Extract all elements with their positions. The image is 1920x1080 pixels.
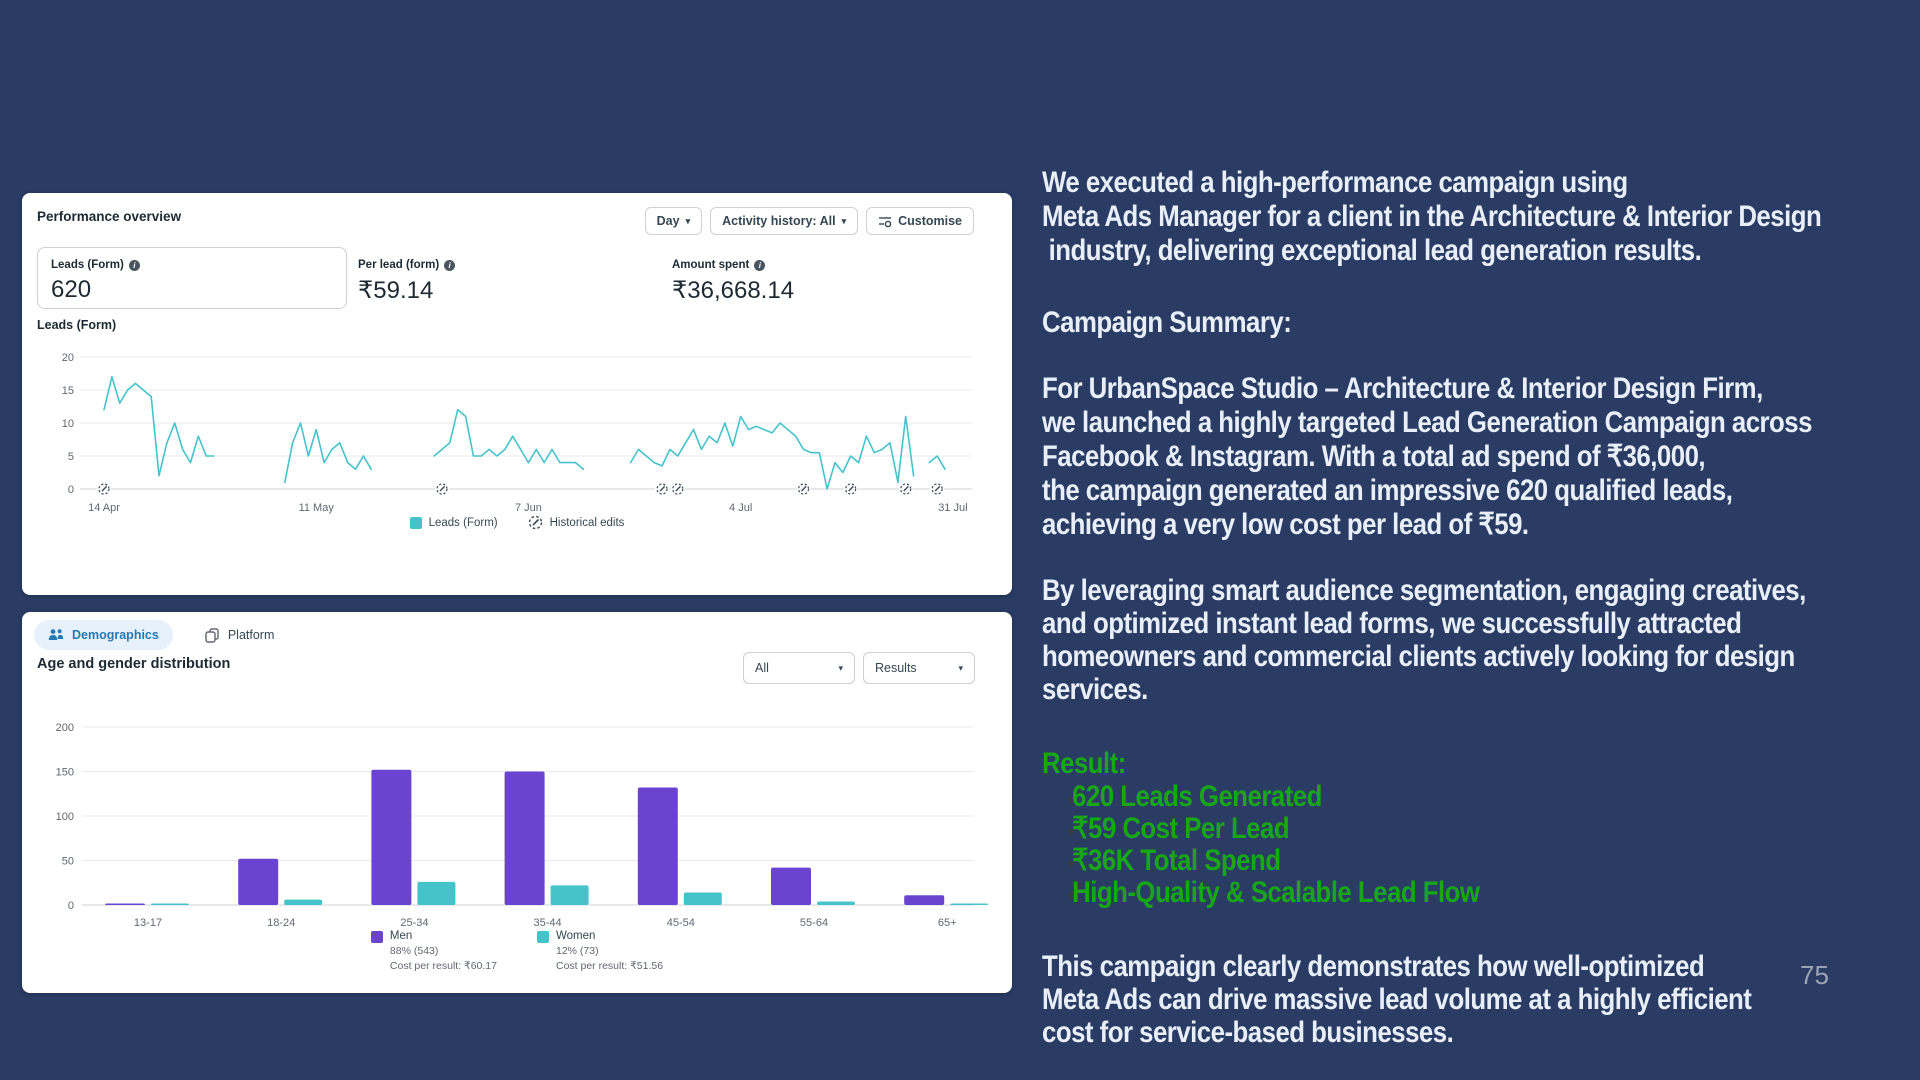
svg-text:4 Jul: 4 Jul: [729, 502, 752, 514]
svg-text:100: 100: [56, 811, 74, 823]
result-list: ✓ 620 Leads Generated ✓ ₹59 Cost Per Lead ✓ ₹…: [1042, 781, 1919, 909]
women-swatch: [537, 931, 549, 943]
metric-value: ₹36,668.14: [672, 277, 795, 304]
svg-text:0: 0: [68, 900, 74, 912]
svg-text:150: 150: [56, 767, 74, 779]
legend-leads-form: Leads (Form): [409, 516, 498, 529]
svg-text:31 Jul: 31 Jul: [938, 502, 967, 514]
result-item-label: ₹59 Cost Per Lead: [1072, 812, 1290, 845]
metric-card-leads[interactable]: Leads (Form) i 620: [37, 247, 347, 309]
panel-title: Performance overview: [37, 209, 182, 224]
svg-text:10: 10: [62, 418, 74, 430]
svg-text:50: 50: [62, 856, 74, 868]
legend-women: Women 12% (73) Cost per result: ₹51.56: [537, 930, 663, 972]
svg-text:5: 5: [68, 451, 74, 463]
svg-text:65+: 65+: [938, 917, 957, 929]
customise-button[interactable]: Customise: [866, 207, 974, 235]
chevron-down-icon: ▾: [685, 215, 691, 226]
day-dropdown-label: Day: [656, 214, 680, 228]
age-gender-bar-chart: 0 50 100 150 200 13-17 18-24 25-34 35-44 45-54 55-…: [56, 722, 989, 929]
metric-label: Per lead (form) i: [358, 259, 456, 271]
series-swatch: [409, 516, 422, 529]
closing-paragraph: This campaign clearly demonstrates how w…: [1042, 950, 1752, 1049]
result-item: ✓ ₹59 Cost Per Lead: [1042, 813, 1919, 845]
chevron-down-icon: ▾: [838, 662, 843, 673]
svg-text:18-24: 18-24: [267, 917, 295, 929]
svg-text:35-44: 35-44: [534, 917, 562, 929]
result-item-label: High-Quality & Scalable Lead Flow: [1072, 876, 1480, 909]
metric-value: 620: [51, 276, 92, 303]
metric-select[interactable]: Results ▾: [863, 652, 975, 684]
check-icon: ✓: [1064, 876, 1086, 909]
chart-heading: Age and gender distribution: [37, 656, 231, 672]
result-item: ✓ ₹36K Total Spend: [1042, 845, 1919, 877]
customise-label: Customise: [898, 214, 962, 228]
svg-text:11 May: 11 May: [299, 502, 335, 514]
result-item: ✓ 620 Leads Generated: [1042, 781, 1919, 813]
info-icon[interactable]: i: [754, 259, 766, 271]
activity-history-label: Activity history: All: [722, 214, 836, 228]
chevron-down-icon: ▾: [841, 215, 847, 226]
svg-text:13-17: 13-17: [134, 917, 162, 929]
summary-paragraph: For UrbanSpace Studio – Architecture & I…: [1042, 372, 1812, 541]
activity-history-dropdown[interactable]: Activity history: All ▾: [710, 207, 859, 235]
check-icon: ✓: [1064, 844, 1086, 877]
demographics-panel: Demographics Platform Age and gender dis…: [22, 612, 1012, 993]
narrative-column: We executed a high-performance campaign …: [1042, 0, 1919, 1080]
legend-historical-edits: Historical edits: [528, 515, 624, 530]
intro-paragraph: We executed a high-performance campaign …: [1042, 166, 1822, 267]
metric-label: Amount spent i: [672, 259, 794, 271]
chevron-down-icon: ▾: [958, 662, 963, 673]
check-icon: ✓: [1064, 780, 1086, 813]
men-swatch: [370, 931, 383, 943]
copy-icon: [205, 627, 219, 643]
tab-demographics[interactable]: Demographics: [34, 620, 173, 650]
svg-text:0: 0: [68, 484, 74, 496]
result-heading: Result:: [1042, 747, 1126, 780]
day-dropdown[interactable]: Day ▾: [644, 207, 703, 235]
leads-line-chart: 0 5 10 15 20 14 Apr 11 May 7 Jun 4 Jul 31 Jul: [62, 352, 972, 514]
info-icon[interactable]: i: [444, 259, 456, 271]
breakdown-tabs: Demographics Platform: [34, 620, 288, 650]
metric-card-per-lead[interactable]: Per lead (form) i ₹59.14: [358, 259, 456, 305]
svg-text:15: 15: [62, 385, 74, 397]
svg-text:14 Apr: 14 Apr: [88, 502, 120, 514]
result-item-label: ₹36K Total Spend: [1072, 844, 1281, 877]
metric-label: Leads (Form) i: [51, 259, 333, 271]
people-icon: [48, 629, 64, 640]
bar-chart-legend: Men 88% (543) Cost per result: ₹60.17 Wo…: [22, 930, 1012, 972]
line-chart-caption: Leads (Form): [37, 318, 117, 332]
result-item: ✓ High-Quality & Scalable Lead Flow: [1042, 877, 1919, 909]
metric-card-amount-spent[interactable]: Amount spent i ₹36,668.14: [672, 259, 794, 305]
svg-text:200: 200: [56, 722, 74, 734]
svg-text:20: 20: [62, 352, 74, 364]
breakdown-select[interactable]: All ▾: [743, 652, 855, 684]
line-chart-legend: Leads (Form) Historical edits: [22, 515, 1012, 530]
tab-platform[interactable]: Platform: [191, 620, 289, 650]
svg-text:25-34: 25-34: [400, 917, 428, 929]
info-icon[interactable]: i: [128, 259, 140, 271]
strategy-paragraph: By leveraging smart audience segmentatio…: [1042, 574, 1806, 706]
sliders-icon: [879, 217, 892, 228]
campaign-summary-heading: Campaign Summary:: [1042, 306, 1292, 339]
svg-text:55-64: 55-64: [800, 917, 828, 929]
legend-men: Men 88% (543) Cost per result: ₹60.17: [370, 930, 497, 972]
historical-edit-icon: [528, 515, 542, 530]
page-number: 75: [1800, 960, 1829, 990]
result-item-label: 620 Leads Generated: [1072, 780, 1322, 813]
chart-controls: Day ▾ Activity history: All ▾ Customise: [644, 207, 974, 235]
svg-text:45-54: 45-54: [667, 917, 695, 929]
svg-text:7 Jun: 7 Jun: [515, 502, 542, 514]
check-icon: ✓: [1064, 812, 1086, 845]
metric-value: ₹59.14: [358, 277, 434, 304]
performance-overview-panel: Performance overview Day ▾ Activity hist…: [22, 193, 1012, 595]
